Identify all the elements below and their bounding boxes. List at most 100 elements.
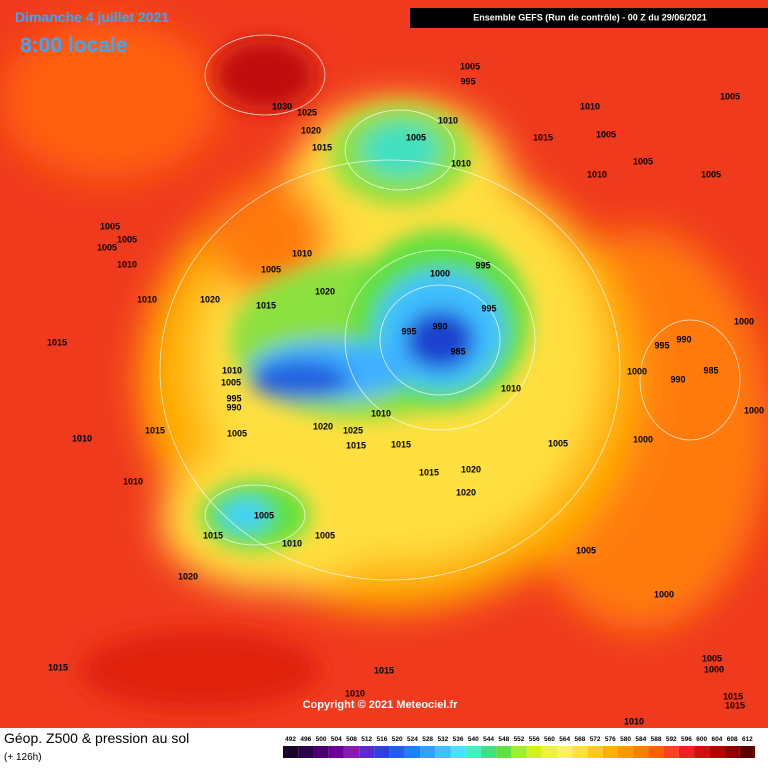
scale-tick-label: 592 — [666, 736, 677, 743]
scale-tick-label: 528 — [422, 736, 433, 743]
isobar-label: 1000 — [704, 664, 724, 674]
scale-cell — [389, 746, 405, 758]
isobar-label: 1015 — [346, 440, 366, 450]
scale-tick-label: 612 — [742, 736, 753, 743]
isobar-label: 1005 — [548, 438, 568, 448]
scale-tick-label: 580 — [620, 736, 631, 743]
scale-cell — [678, 746, 695, 758]
isobar-label: 1005 — [227, 428, 247, 438]
scale-tick-label: 548 — [498, 736, 509, 743]
isobar-label: 1010 — [371, 408, 391, 418]
scale-cell — [420, 746, 436, 758]
footer-title: Géop. Z500 & pression au sol — [4, 730, 189, 746]
isobar-label: 1000 — [654, 589, 674, 599]
isobar-label: 985 — [450, 346, 465, 356]
isobar-label: 1005 — [406, 132, 426, 142]
isobar-label: 1005 — [460, 61, 480, 71]
isobar-label: 995 — [460, 76, 475, 86]
footer-lead: (+ 126h) — [4, 752, 42, 763]
scale-tick-label: 588 — [651, 736, 662, 743]
scale-tick-label: 572 — [590, 736, 601, 743]
scale-tick-label: 512 — [361, 736, 372, 743]
scale-cell — [557, 746, 573, 758]
isobar-label: 1015 — [256, 300, 276, 310]
scale-cell — [496, 746, 512, 758]
isobar-labels: 1005 995 1030 1025 1020 1015 1005 1010 1010 1010 1… — [47, 61, 764, 726]
isobar-label: 1005 — [596, 129, 616, 139]
isobar-label: 1015 — [391, 439, 411, 449]
isobar-label: 1025 — [297, 107, 317, 117]
scale-tick-label: 600 — [696, 736, 707, 743]
scale-cell — [694, 746, 710, 758]
scale-tick-label: 524 — [407, 736, 418, 743]
isobar-label: 1010 — [580, 101, 600, 111]
scale-tick-label: 540 — [468, 736, 479, 743]
scale-cell — [541, 746, 558, 758]
isobar-label: 1010 — [117, 259, 137, 269]
isobar-label: 1005 — [100, 221, 120, 231]
isobar-label: 1010 — [624, 716, 644, 726]
isobar-label: 1005 — [702, 653, 722, 663]
isobar-label: 1015 — [419, 467, 439, 477]
isobar-label: 985 — [703, 365, 718, 375]
color-scale: 492 496 500 504 508 512 516 520 524 528 532 536 540 5… — [283, 736, 755, 758]
scale-tick-label: 604 — [712, 736, 723, 743]
isobar-label: 1015 — [47, 337, 67, 347]
time-label: 8:00 locale — [20, 34, 127, 57]
isobar-label: 995 — [481, 303, 496, 313]
isobar-label: 1010 — [222, 365, 242, 375]
scale-cell — [526, 746, 542, 758]
scale-cell — [313, 746, 329, 758]
scale-tick-label: 576 — [605, 736, 616, 743]
isobar-label: 1010 — [72, 433, 92, 443]
scale-tick-label: 596 — [681, 736, 692, 743]
scale-cell — [343, 746, 360, 758]
isobar-label: 1005 — [221, 377, 241, 387]
isobar-label: 1005 — [720, 91, 740, 101]
isobar-label: 1000 — [430, 268, 450, 278]
isobar-label: 1020 — [461, 464, 481, 474]
scale-cell — [511, 746, 527, 758]
scale-tick-label: 568 — [574, 736, 585, 743]
isobar-label: 1020 — [315, 286, 335, 296]
scale-cell — [617, 746, 634, 758]
scale-tick-label: 532 — [437, 736, 448, 743]
scale-cell — [648, 746, 664, 758]
isobar-label: 1000 — [627, 366, 647, 376]
scale-tick-label: 500 — [316, 736, 327, 743]
isobar-label: 1010 — [137, 294, 157, 304]
isobar-label: 1005 — [261, 264, 281, 274]
scale-tick-label: 520 — [392, 736, 403, 743]
isobar-label: 990 — [226, 402, 241, 412]
scale-cell — [328, 746, 344, 758]
scale-tick-label: 608 — [727, 736, 738, 743]
isobar-label: 1015 — [312, 142, 332, 152]
isobar-label: 1005 — [576, 545, 596, 555]
isobar-label: 1020 — [313, 421, 333, 431]
isobar-label: 1005 — [315, 530, 335, 540]
isobar-label: 995 — [226, 393, 241, 403]
scale-cell — [724, 746, 740, 758]
isobar-label: 1010 — [123, 476, 143, 486]
isobar-label: 1010 — [345, 688, 365, 698]
isobar-label: 1015 — [725, 700, 745, 710]
scale-tick-label: 496 — [300, 736, 311, 743]
scale-cell — [709, 746, 725, 758]
isobar-label: 1030 — [272, 101, 292, 111]
scale-tick-label: 552 — [514, 736, 525, 743]
isobar-label: 990 — [676, 334, 691, 344]
isobar-label: 1005 — [701, 169, 721, 179]
scale-tick-label: 564 — [559, 736, 570, 743]
scale-tick-label: 584 — [635, 736, 646, 743]
isobar-label: 1010 — [282, 538, 302, 548]
scale-cell — [435, 746, 451, 758]
isobar-label: 1015 — [374, 665, 394, 675]
isobar-label: 1010 — [587, 169, 607, 179]
isobar-label: 1010 — [451, 158, 471, 168]
isobar-label: 1020 — [301, 125, 321, 135]
scale-tick-label: 560 — [544, 736, 555, 743]
scale-cell — [404, 746, 421, 758]
isobar-label: 1005 — [254, 510, 274, 520]
isobar-label: 1000 — [734, 316, 754, 326]
